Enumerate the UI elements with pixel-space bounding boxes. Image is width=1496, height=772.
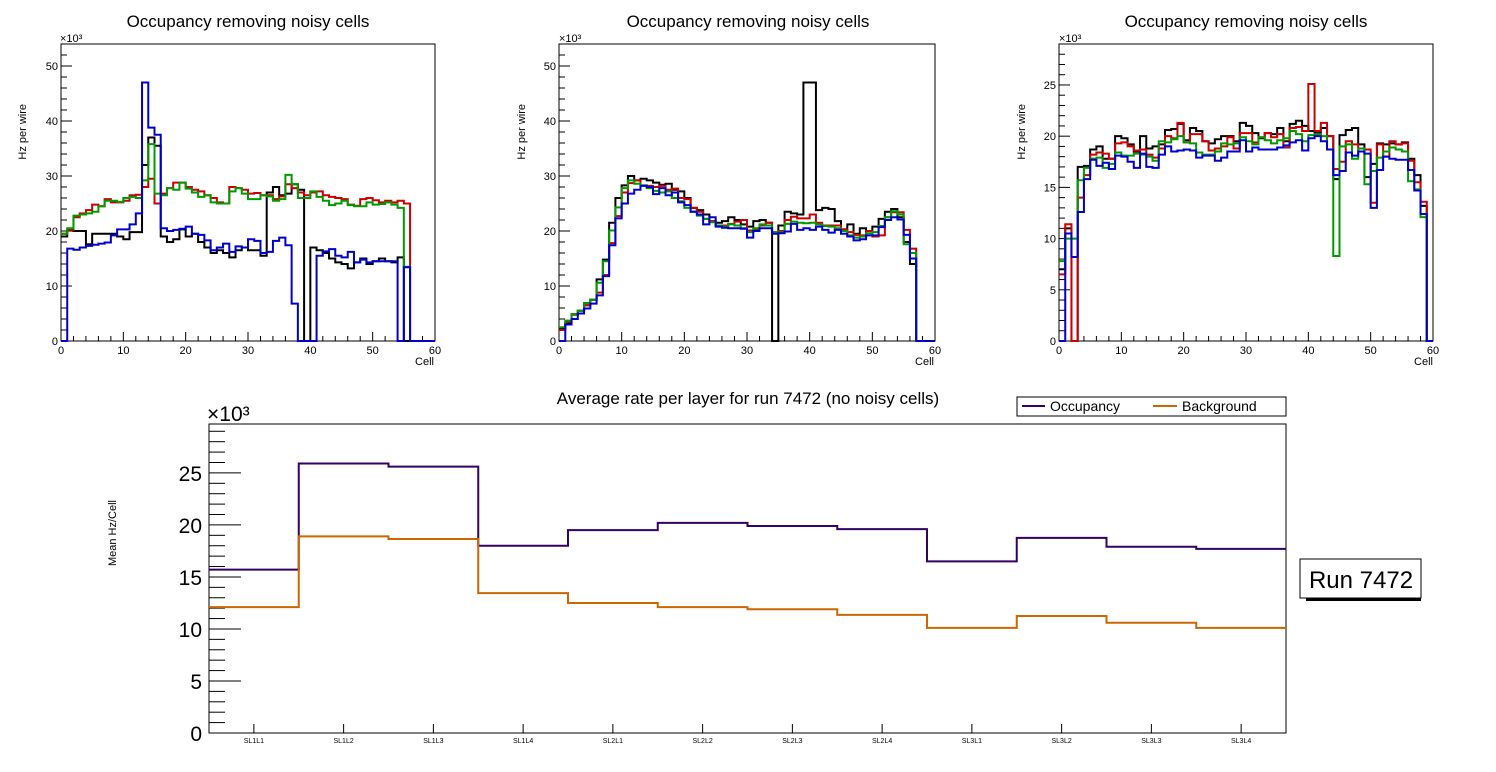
x-category-label: SL2L2 — [693, 738, 713, 745]
x-category-label: SL3L2 — [1052, 738, 1072, 745]
y-tick-label: 15 — [179, 567, 202, 590]
legend: Occupancy Background — [1016, 396, 1287, 417]
run-label-shadow — [1306, 597, 1421, 601]
x-category-label: SL3L3 — [1141, 738, 1161, 745]
series-blue-line — [559, 184, 935, 342]
y-tick-label: 20 — [179, 515, 202, 538]
panel-3-ylabel: Hz per wire — [1016, 104, 1028, 160]
x-tick-label: 60 — [1427, 345, 1439, 357]
x-tick-label: 60 — [429, 345, 441, 357]
x-tick-label: 30 — [242, 345, 254, 357]
y-tick-label: 30 — [46, 171, 58, 183]
y-tick-label: 30 — [544, 171, 556, 183]
series-occupancy-line — [209, 462, 1286, 571]
y-tick-label: 0 — [1050, 336, 1056, 348]
x-category-label: SL1L4 — [513, 738, 533, 745]
y-tick-label: 15 — [1044, 182, 1056, 194]
y-tick-label: 40 — [544, 116, 556, 128]
x-tick-label: 20 — [1178, 345, 1190, 357]
x-tick-label: 20 — [180, 345, 192, 357]
x-tick-label: 50 — [367, 345, 379, 357]
x-category-label: SL2L3 — [782, 738, 802, 745]
x-category-label: SL1L2 — [334, 738, 354, 745]
y-tick-label: 50 — [46, 61, 58, 73]
panel-3-xlabel: Cell — [1414, 356, 1433, 368]
x-tick-label: 0 — [1056, 345, 1062, 357]
y-tick-label: 0 — [190, 723, 202, 746]
panel-1-ylabel: Hz per wire — [17, 104, 29, 160]
y-tick-label: 5 — [190, 671, 202, 694]
x-tick-label: 0 — [58, 345, 64, 357]
y-tick-label: 10 — [46, 281, 58, 293]
run-label-box: Run 7472 — [1299, 558, 1422, 601]
series-blue-line — [1059, 135, 1433, 342]
x-tick-label: 40 — [304, 345, 316, 357]
panel-1-exponent: ×10³ — [60, 33, 83, 45]
panel-3-title: Occupancy removing noisy cells — [1125, 12, 1368, 31]
x-tick-label: 40 — [1302, 345, 1314, 357]
x-tick-label: 50 — [866, 345, 878, 357]
series-black-line — [61, 136, 435, 342]
plot-frame — [558, 43, 936, 342]
occupancy-panel-1: Occupancy removing noisy cells Hz per wi… — [17, 12, 441, 368]
panel-1-xlabel: Cell — [415, 356, 434, 368]
legend-box — [1016, 396, 1287, 417]
y-tick-label: 20 — [1044, 131, 1056, 143]
series-blue-line — [61, 81, 435, 342]
x-tick-label: 50 — [1365, 345, 1377, 357]
y-tick-label: 40 — [46, 116, 58, 128]
panel-2-exponent: ×10³ — [559, 33, 582, 45]
x-tick-label: 30 — [741, 345, 753, 357]
average-rate-ylabel: Mean Hz/Cell — [107, 500, 119, 566]
series-green-line — [61, 143, 435, 342]
y-tick-label: 10 — [544, 281, 556, 293]
panel-3-exponent: ×10³ — [1059, 33, 1082, 45]
x-tick-label: 30 — [1240, 345, 1252, 357]
y-tick-label: 50 — [544, 61, 556, 73]
x-tick-label: 10 — [117, 345, 129, 357]
x-tick-label: 10 — [1115, 345, 1127, 357]
y-tick-label: 5 — [1050, 285, 1056, 297]
x-tick-label: 10 — [616, 345, 628, 357]
y-tick-label: 10 — [1044, 234, 1056, 246]
y-tick-label: 25 — [1044, 80, 1056, 92]
x-category-label: SL3L1 — [962, 738, 982, 745]
run-label-text: Run 7472 — [1309, 567, 1413, 594]
panel-2-ylabel: Hz per wire — [516, 104, 528, 160]
x-category-label: SL1L1 — [244, 738, 264, 745]
average-rate-exponent: ×10³ — [207, 403, 250, 426]
legend-background-label: Background — [1182, 398, 1257, 414]
x-tick-label: 0 — [556, 345, 562, 357]
x-category-label: SL1L3 — [423, 738, 443, 745]
y-tick-label: 20 — [544, 226, 556, 238]
x-tick-label: 20 — [678, 345, 690, 357]
y-tick-label: 10 — [179, 619, 202, 642]
occupancy-panel-3: Occupancy removing noisy cells Hz per wi… — [1016, 12, 1439, 368]
plot-frame — [208, 423, 1287, 734]
x-category-label: SL2L4 — [872, 738, 892, 745]
x-tick-label: 40 — [804, 345, 816, 357]
run-label-frame — [1299, 558, 1422, 599]
panel-2-xlabel: Cell — [915, 356, 934, 368]
occupancy-panel-2: Occupancy removing noisy cells Hz per wi… — [516, 12, 941, 368]
panel-2-title: Occupancy removing noisy cells — [627, 12, 870, 31]
y-tick-label: 20 — [46, 226, 58, 238]
y-tick-label: 25 — [179, 463, 202, 486]
series-background-line — [209, 535, 1286, 629]
x-category-label: SL2L1 — [603, 738, 623, 745]
y-tick-label: 0 — [52, 336, 58, 348]
panel-1-title: Occupancy removing noisy cells — [127, 12, 370, 31]
y-tick-label: 0 — [550, 336, 556, 348]
x-category-label: SL3L4 — [1231, 738, 1251, 745]
average-rate-panel: Average rate per layer for run 7472 (no … — [107, 389, 1422, 746]
x-tick-label: 60 — [929, 345, 941, 357]
average-rate-title: Average rate per layer for run 7472 (no … — [557, 389, 939, 408]
legend-occupancy-label: Occupancy — [1050, 398, 1120, 414]
